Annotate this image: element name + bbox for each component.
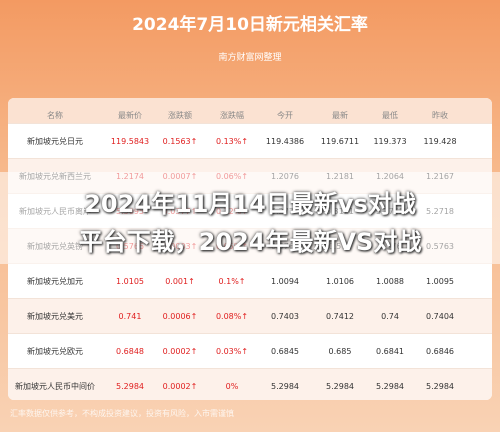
table-cell: 119.6711 (320, 137, 360, 146)
table-cell: 0.001↑ (165, 277, 195, 286)
overlay: 2024年11月14日最新vs对战 平台下载，2024年最新VS对战 (0, 172, 500, 264)
overlay-line: 2024年11月14日最新vs对战 (84, 190, 416, 218)
column-header: 昨收 (432, 111, 448, 120)
table-cell: 新加坡元兑日元 (27, 137, 83, 146)
table-cell: 119.5843 (110, 137, 150, 146)
table-cell: 0.6845 (271, 347, 299, 356)
table-cell: 0.7412 (326, 312, 354, 321)
table-cell: 119.4386 (265, 137, 305, 146)
table-cell: 0.1563↑ (162, 137, 198, 146)
table-cell: 5.2984 (271, 382, 299, 391)
table-cell: 1.0095 (426, 277, 454, 286)
table-cell: 0.0002↑ (162, 382, 198, 391)
table-cell: 0% (225, 382, 239, 391)
table-cell: 119.428 (423, 137, 457, 146)
table-cell: 5.2984 (376, 382, 404, 391)
table-cell: 0.7404 (426, 312, 454, 321)
table-row: 新加坡元兑欧元 0.6848 0.0002↑ 0.03%↑ 0.6845 0.685 0.6… (8, 333, 492, 369)
table-cell: 0.0006↑ (162, 312, 198, 321)
table-cell: 新加坡元兑加元 (27, 277, 83, 286)
table-cell: 新加坡元兑美元 (27, 312, 83, 321)
table-cell: 0.741 (118, 312, 142, 321)
footer: 汇率数据仅供参考，不构成投资建议，投资有风险，入市需谨慎 (10, 409, 234, 418)
table-cell: 新加坡元兑欧元 (27, 347, 83, 356)
table-row: 新加坡元兑日元 119.5843 0.1563↑ 0.13%↑ 119.4386 119.… (8, 123, 492, 159)
column-header: 涨跌幅 (220, 111, 244, 120)
column-header: 最低 (382, 111, 398, 120)
table-cell: 0.03%↑ (215, 347, 249, 356)
table-cell: 0.6841 (376, 347, 404, 356)
table-cell: 1.0105 (116, 277, 144, 286)
table-cell: 0.74 (381, 312, 399, 321)
table-cell: 0.6848 (116, 347, 144, 356)
column-header: 今开 (277, 111, 293, 120)
table-row: 新加坡元人民币中间价 5.2984 0.0002↑ 0% 5.2984 5.2984 5.2… (8, 368, 492, 400)
table-row: 新加坡元兑美元 0.741 0.0006↑ 0.08%↑ 0.7403 0.7412 0.7… (8, 298, 492, 334)
column-header: 最新 (332, 111, 348, 120)
table-cell: 0.6846 (426, 347, 454, 356)
table-cell: 0.7403 (271, 312, 299, 321)
table-cell: 119.373 (373, 137, 407, 146)
table-cell: 1.0094 (271, 277, 299, 286)
table-cell: 0.1%↑ (218, 277, 246, 286)
table-cell: 0.685 (328, 347, 352, 356)
table-cell: 5.2984 (326, 382, 354, 391)
table-cell: 5.2984 (116, 382, 144, 391)
column-header: 涨跌额 (168, 111, 192, 120)
table-cell: 0.0002↑ (162, 347, 198, 356)
table-row: 新加坡元兑加元 1.0105 0.001↑ 0.1%↑ 1.0094 1.0106 1.00… (8, 263, 492, 299)
column-header: 名称 (47, 111, 63, 120)
table-cell: 1.0088 (376, 277, 404, 286)
table-cell: 0.08%↑ (215, 312, 249, 321)
table-cell: 1.0106 (326, 277, 354, 286)
overlay-line: 平台下载，2024年最新VS对战 (78, 228, 422, 256)
title: 2024年7月10日新元相关汇率 (132, 15, 368, 35)
table-cell: 5.2984 (426, 382, 454, 391)
table-cell: 0.13%↑ (215, 137, 249, 146)
subtitle: 南方财富网整理 (218, 53, 282, 63)
column-header: 最新价 (118, 111, 142, 120)
table-cell: 新加坡元人民币中间价 (15, 382, 95, 391)
